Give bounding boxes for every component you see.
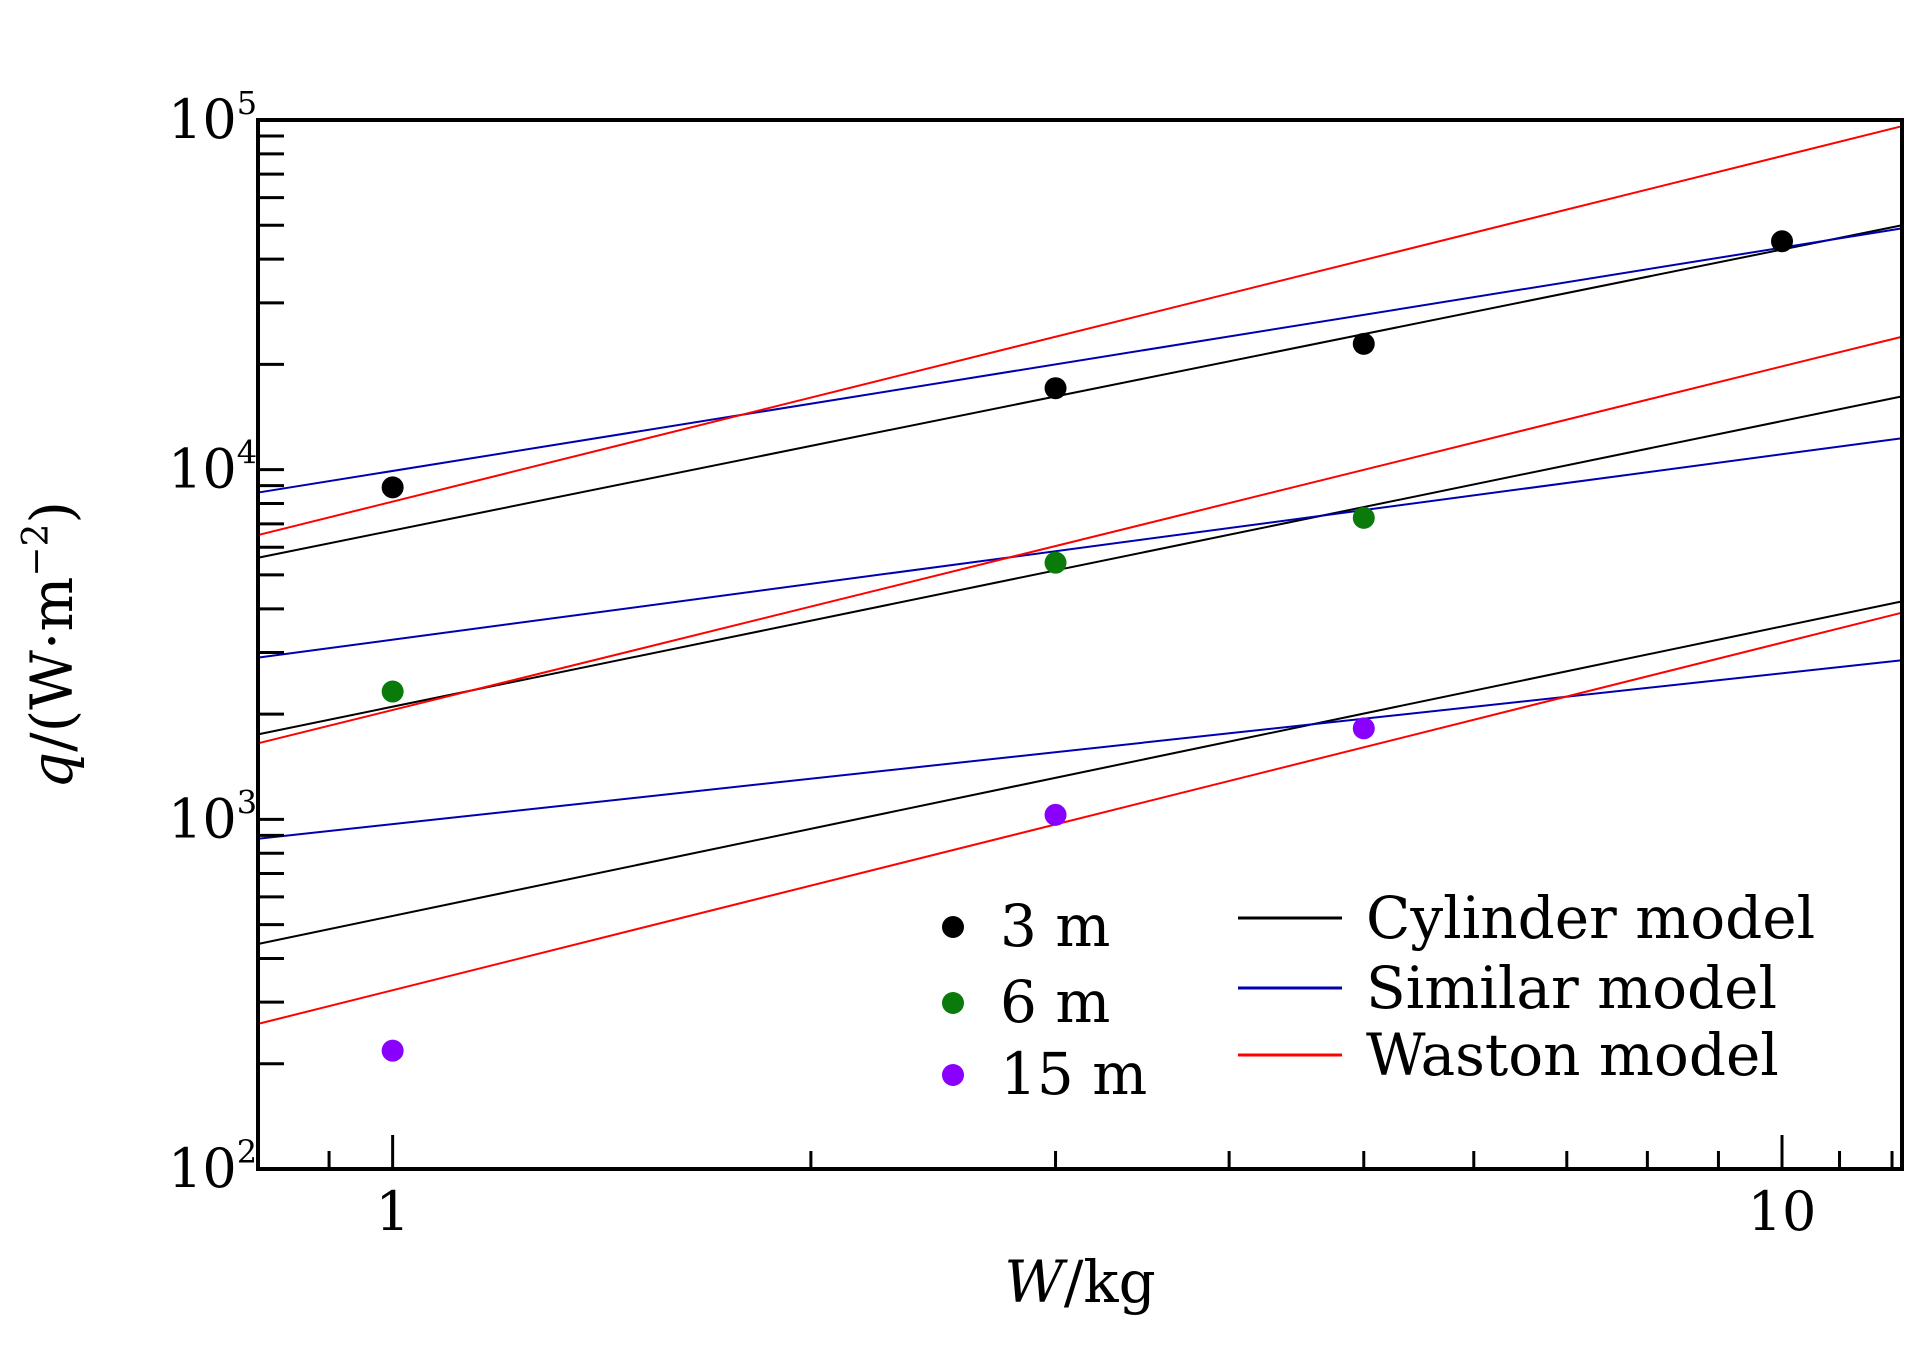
- axis-tick-labels: 1 10 102 103 104 105: [168, 84, 1816, 1243]
- model-line-similar-model-2: [257, 437, 1903, 659]
- data-points: [381, 230, 1794, 1062]
- data-point-3m-2: [1044, 377, 1067, 400]
- data-point-3m-4: [1771, 230, 1794, 253]
- legend-label-15m: 15 m: [1000, 1040, 1147, 1108]
- axis-ticks: [256, 118, 1894, 1171]
- model-line-cylinder-model-1: [257, 224, 1903, 559]
- x-axis-title: W/kg: [1004, 1248, 1155, 1316]
- model-line-waston-model-2: [257, 335, 1903, 745]
- legend-marker-15m: [942, 1064, 964, 1086]
- model-line-waston-model-1: [257, 125, 1903, 537]
- x-tick-label: 1: [375, 1180, 409, 1243]
- y-axis-title: q/(W·m−2): [16, 501, 86, 789]
- y-tick-label: 105: [168, 84, 257, 151]
- legend-marker-3m: [942, 916, 964, 938]
- legend-marker-6m: [942, 992, 964, 1014]
- y-tick-label: 102: [168, 1133, 257, 1200]
- model-line-similar-model-3: [257, 659, 1903, 840]
- data-point-15m-1: [381, 1039, 404, 1062]
- model-line-cylinder-model-3: [257, 600, 1903, 945]
- data-point-15m-2: [1044, 803, 1067, 826]
- legend-label-cylinder-model: Cylinder model: [1366, 884, 1815, 952]
- plot-frame: [256, 118, 1904, 1171]
- data-point-3m-3: [1352, 332, 1375, 355]
- legend-label-similar-model: Similar model: [1366, 954, 1777, 1022]
- legend-label-3m: 3 m: [1000, 892, 1110, 960]
- y-tick-label: 103: [168, 783, 257, 850]
- data-point-6m-2: [1044, 551, 1067, 574]
- model-line-cylinder-model-2: [257, 395, 1903, 736]
- data-point-15m-3: [1352, 717, 1375, 740]
- data-point-6m-3: [1352, 506, 1375, 529]
- data-point-6m-1: [381, 680, 404, 703]
- x-tick-label: 10: [1748, 1180, 1817, 1243]
- model-line-waston-model-3: [257, 611, 1903, 1025]
- model-lines: [257, 125, 1903, 1025]
- legend-label-waston-model: Waston model: [1366, 1021, 1779, 1089]
- y-tick-label: 104: [168, 434, 257, 501]
- model-line-similar-model-1: [257, 227, 1903, 494]
- legend-label-6m: 6 m: [1000, 968, 1110, 1036]
- data-point-3m-1: [381, 476, 404, 499]
